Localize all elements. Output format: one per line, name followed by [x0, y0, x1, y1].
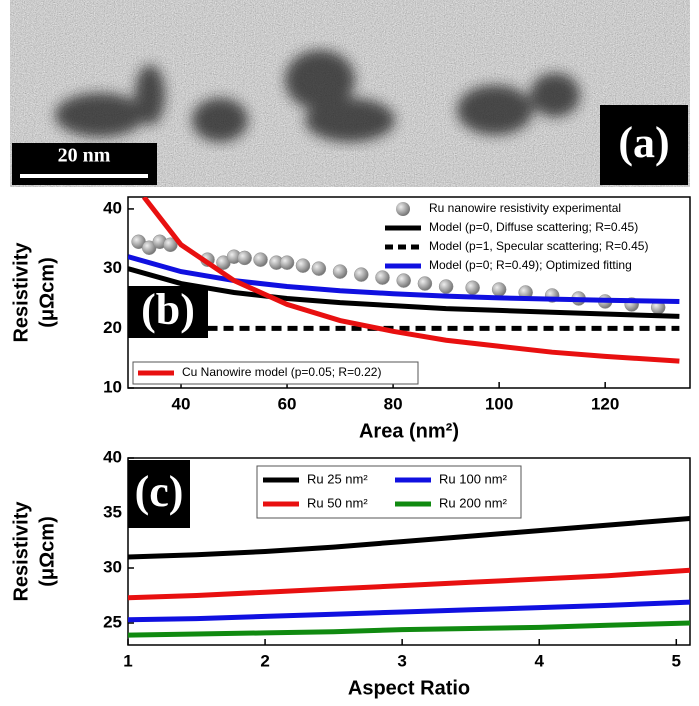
legend-label: Ru 100 nm² [439, 471, 508, 486]
legend-label: Model (p=0, Diffuse scattering; R=0.45) [429, 220, 638, 234]
y-tick-label: 40 [103, 198, 122, 217]
x-tick-label: 120 [591, 394, 619, 413]
data-point [333, 265, 347, 279]
data-point [296, 259, 310, 273]
x-tick-label: 1 [123, 651, 132, 670]
y-tick-label: 30 [103, 557, 122, 576]
y-tick-label: 35 [103, 502, 122, 521]
legend-label: Ru nanowire resistivity experimental [429, 201, 621, 215]
data-point [354, 268, 368, 282]
data-point [254, 253, 268, 267]
y-axis-title: Resistivity [10, 242, 32, 343]
data-point [312, 262, 326, 276]
scale-bar-label: 20 nm [58, 145, 111, 167]
legend-label: Model (p=1, Specular scattering; R=0.45) [429, 239, 648, 253]
x-axis-title: Area (nm²) [359, 420, 459, 442]
data-point [492, 283, 506, 297]
y-axis-unit: (μΩcm) [36, 516, 58, 587]
x-tick-label: 3 [397, 651, 406, 670]
data-point [238, 251, 252, 265]
data-point [375, 271, 389, 285]
tem-image: 20 nm (a) [10, 0, 690, 187]
y-axis-title: Resistivity [10, 501, 32, 602]
x-tick-label: 2 [260, 651, 269, 670]
legend-marker [396, 202, 410, 216]
x-tick-label: 100 [485, 394, 513, 413]
legend-label: Ru 200 nm² [439, 495, 508, 510]
data-point [439, 280, 453, 294]
y-tick-label: 20 [103, 318, 122, 337]
legend-label: Model (p=0; R=0.49); Optimized fitting [429, 258, 632, 272]
legend-label: Ru 50 nm² [307, 495, 368, 510]
data-point [466, 281, 480, 295]
x-axis-title: Aspect Ratio [348, 677, 470, 699]
x-tick-label: 4 [534, 651, 544, 670]
x-tick-label: 60 [278, 394, 297, 413]
panel-label: (b) [141, 285, 195, 334]
data-point [397, 274, 411, 288]
x-tick-label: 40 [172, 394, 191, 413]
data-point [418, 277, 432, 291]
x-tick-label: 80 [384, 394, 403, 413]
panel-label: (c) [135, 467, 184, 516]
y-axis-unit: (μΩcm) [36, 257, 58, 328]
panel-label: (a) [618, 118, 669, 167]
y-tick-label: 10 [103, 377, 122, 396]
y-tick-label: 40 [103, 447, 122, 466]
y-tick-label: 25 [103, 612, 122, 631]
y-tick-label: 30 [103, 258, 122, 277]
legend-label: Ru 25 nm² [307, 471, 368, 486]
data-point [280, 256, 294, 270]
legend-label: Cu Nanowire model (p=0.05; R=0.22) [182, 365, 381, 379]
x-tick-label: 5 [672, 651, 681, 670]
figure: 20 nm (a) 10 20 30 40 40 60 80 100 120 Area (nm²)… [0, 0, 699, 706]
